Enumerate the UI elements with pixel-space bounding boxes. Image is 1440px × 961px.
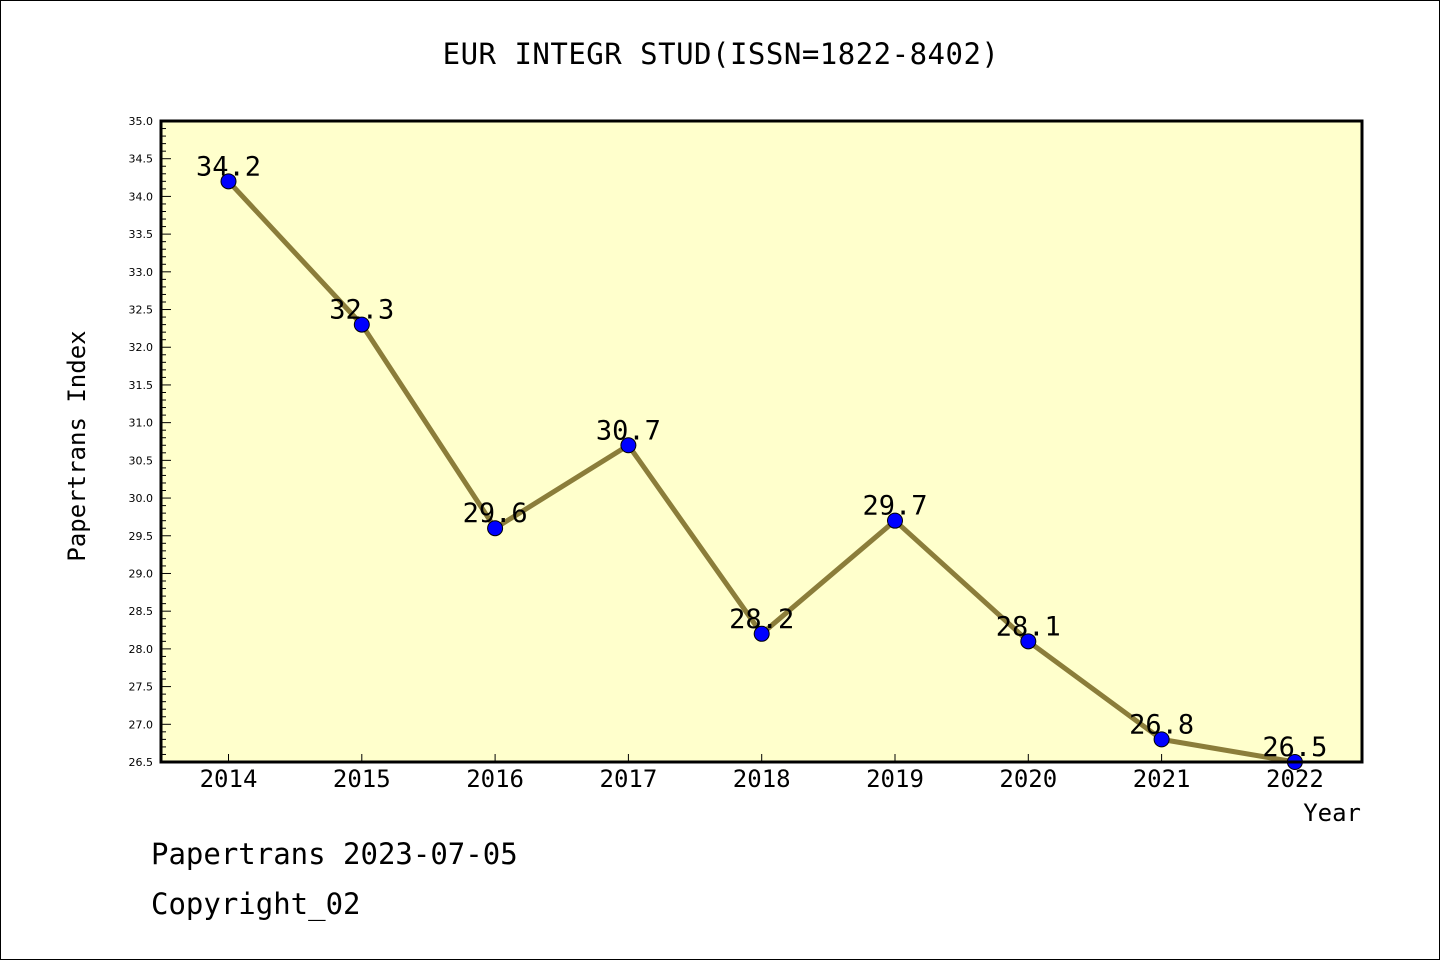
- x-tick-label: 2021: [1133, 765, 1191, 793]
- y-tick-label: 33.5: [129, 228, 154, 241]
- y-axis-label: Papertrans Index: [63, 330, 91, 561]
- data-label: 26.5: [1262, 732, 1327, 763]
- y-tick-label: 26.5: [129, 756, 154, 769]
- data-point: [620, 437, 637, 454]
- y-tick-label: 30.0: [129, 492, 154, 505]
- y-tick-label: 33.0: [129, 266, 154, 279]
- footer-copyright: Copyright_02: [151, 887, 361, 921]
- y-tick-label: 29.5: [129, 530, 154, 543]
- data-label: 34.2: [196, 151, 261, 182]
- y-tick-label: 27.5: [129, 681, 154, 694]
- x-tick-label: 2019: [866, 765, 924, 793]
- data-label: 26.8: [1129, 709, 1194, 740]
- y-tick-label: 32.5: [129, 304, 154, 317]
- data-label: 30.7: [596, 415, 661, 446]
- data-point: [753, 625, 770, 642]
- x-tick-label: 2018: [733, 765, 791, 793]
- x-tick-label: 2017: [600, 765, 658, 793]
- y-tick-label: 34.5: [129, 153, 154, 166]
- data-point: [487, 520, 504, 537]
- data-label: 29.7: [862, 491, 927, 522]
- y-tick-label: 34.0: [129, 190, 154, 203]
- x-tick-label: 2016: [466, 765, 524, 793]
- y-tick-label: 29.0: [129, 567, 154, 580]
- y-tick-label: 35.0: [129, 115, 154, 128]
- data-label: 32.3: [329, 295, 394, 326]
- y-tick-label: 28.0: [129, 643, 154, 656]
- data-label: 29.6: [463, 498, 528, 529]
- y-tick-label: 28.5: [129, 605, 154, 618]
- plot-area: [161, 121, 1362, 762]
- data-point: [887, 512, 903, 529]
- y-tick-label: 31.5: [129, 379, 154, 392]
- y-tick-label: 27.0: [129, 718, 154, 731]
- x-axis-label: Year: [1303, 799, 1361, 827]
- data-point: [220, 173, 237, 190]
- x-tick-label: 2020: [999, 765, 1057, 793]
- data-label: 28.2: [729, 604, 794, 635]
- x-tick-label: 2014: [200, 765, 258, 793]
- chart-title: EUR INTEGR STUD(ISSN=1822-8402): [442, 37, 1000, 71]
- data-label: 28.1: [996, 611, 1061, 642]
- footer-date: Papertrans 2023-07-05: [151, 837, 518, 871]
- data-point: [1153, 731, 1170, 748]
- x-tick-label: 2015: [333, 765, 391, 793]
- data-point: [353, 316, 370, 333]
- y-tick-label: 32.0: [129, 341, 154, 354]
- plot-border: [159, 119, 1364, 764]
- data-point: [1020, 633, 1037, 650]
- y-tick-label: 31.0: [129, 417, 154, 430]
- y-tick-label: 30.5: [129, 454, 154, 467]
